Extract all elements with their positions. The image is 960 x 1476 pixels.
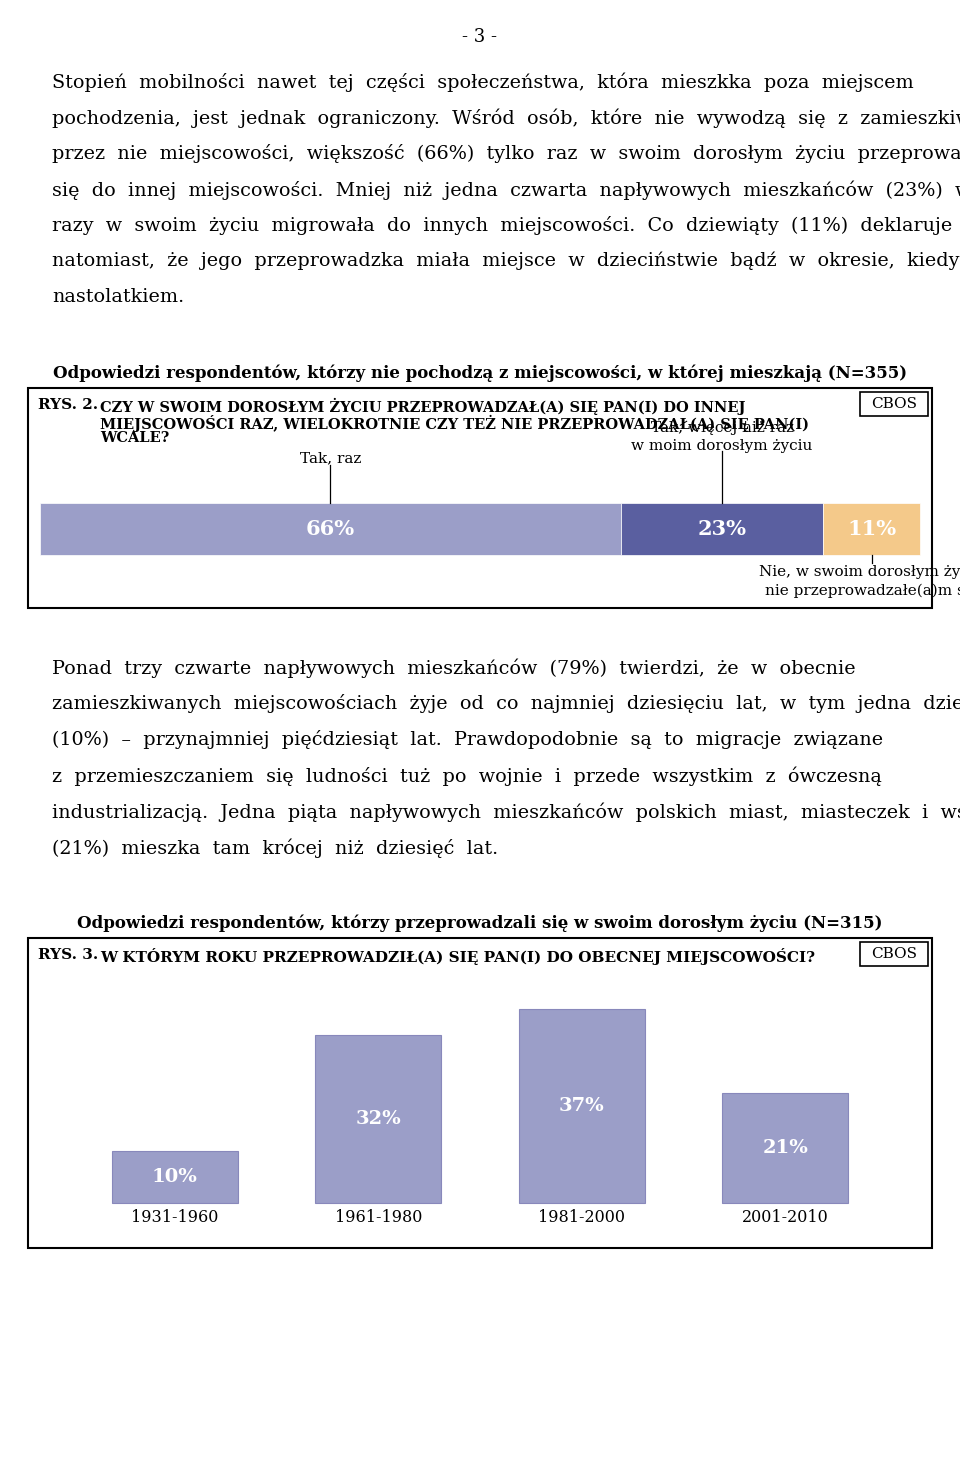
Text: pochodzenia,  jest  jednak  ograniczony.  Wśród  osób,  które  nie  wywodzą  się: pochodzenia, jest jednak ograniczony. Wś… — [52, 108, 960, 127]
Bar — [824, 503, 920, 555]
Text: Odpowiedzi respondentów, którzy nie pochodzą z miejscowości, w której mieszkają : Odpowiedzi respondentów, którzy nie poch… — [53, 365, 907, 381]
Text: 21%: 21% — [762, 1139, 808, 1157]
Text: Tak, raz: Tak, raz — [300, 452, 361, 465]
Bar — [111, 1150, 238, 1203]
Text: industrializacją.  Jedna  piąta  napływowych  mieszkańców  polskich  miast,  mia: industrializacją. Jedna piąta napływowyc… — [52, 801, 960, 822]
Text: RYS. 2.: RYS. 2. — [38, 399, 98, 412]
Text: nastolatkiem.: nastolatkiem. — [52, 288, 184, 306]
Text: WCALE?: WCALE? — [100, 431, 169, 444]
Text: W KTÓRYM ROKU PRZEPROWADZIŁ(A) SIĘ PAN(I) DO OBECNEJ MIEJSCOWOŚCI?: W KTÓRYM ROKU PRZEPROWADZIŁ(A) SIĘ PAN(I… — [100, 948, 815, 965]
Bar — [40, 503, 621, 555]
Text: 1931-1960: 1931-1960 — [132, 1209, 219, 1227]
Text: natomiast,  że  jego  przeprowadzka  miała  miejsce  w  dzieciństwie  bądź  w  o: natomiast, że jego przeprowadzka miała m… — [52, 252, 960, 270]
Bar — [518, 1008, 645, 1203]
Text: MIEJSCOWOŚCI RAZ, WIELOKROTNIE CZY TEŻ NIE PRZEPROWADZAŁ(A) SIĘ PAN(I): MIEJSCOWOŚCI RAZ, WIELOKROTNIE CZY TEŻ N… — [100, 415, 809, 431]
Bar — [860, 393, 928, 416]
Text: 11%: 11% — [847, 520, 897, 539]
Text: Ponad  trzy  czwarte  napływowych  mieszkańców  (79%)  twierdzi,  że  w  obecnie: Ponad trzy czwarte napływowych mieszkańc… — [52, 658, 855, 677]
Text: się  do  innej  miejscowości.  Mniej  niż  jedna  czwarta  napływowych  mieszkań: się do innej miejscowości. Mniej niż jed… — [52, 180, 960, 199]
Text: 1981-2000: 1981-2000 — [539, 1209, 625, 1227]
Text: Tak, więcej niż raz
w moim dorosłym życiu: Tak, więcej niż raz w moim dorosłym życi… — [632, 421, 813, 453]
Text: - 3 -: - 3 - — [463, 28, 497, 46]
Text: 23%: 23% — [698, 520, 747, 539]
Text: Nie, w swoim dorosłym życiu
nie przeprowadzałe(a)m się: Nie, w swoim dorosłym życiu nie przeprow… — [759, 565, 960, 598]
Text: Odpowiedzi respondentów, którzy przeprowadzali się w swoim dorosłym życiu (N=315: Odpowiedzi respondentów, którzy przeprow… — [77, 914, 883, 931]
Text: CZY W SWOIM DOROSŁYM ŻYCIU PRZEPROWADZAŁ(A) SIĘ PAN(I) DO INNEJ: CZY W SWOIM DOROSŁYM ŻYCIU PRZEPROWADZAŁ… — [100, 399, 746, 415]
Text: (21%)  mieszka  tam  krócej  niż  dziesięć  lat.: (21%) mieszka tam krócej niż dziesięć la… — [52, 838, 498, 858]
Text: (10%)  –  przynajmniej  pięćdziesiąt  lat.  Prawdopodobnie  są  to  migracje  zw: (10%) – przynajmniej pięćdziesiąt lat. P… — [52, 731, 883, 748]
Text: przez  nie  miejscowości,  większość  (66%)  tylko  raz  w  swoim  dorosłym  życ: przez nie miejscowości, większość (66%) … — [52, 145, 960, 162]
Text: 32%: 32% — [355, 1110, 401, 1128]
Text: zamieszkiwanych  miejscowościach  żyje  od  co  najmniej  dziesięciu  lat,  w  t: zamieszkiwanych miejscowościach żyje od … — [52, 694, 960, 713]
Text: CBOS: CBOS — [871, 948, 917, 961]
Text: 2001-2010: 2001-2010 — [742, 1209, 828, 1227]
Text: 66%: 66% — [306, 520, 355, 539]
Text: 10%: 10% — [152, 1168, 198, 1185]
Bar — [621, 503, 824, 555]
Bar — [722, 1092, 849, 1203]
Text: RYS. 3.: RYS. 3. — [38, 948, 98, 962]
Bar — [860, 942, 928, 965]
Text: 1961-1980: 1961-1980 — [335, 1209, 422, 1227]
Text: z  przemieszczaniem  się  ludności  tuż  po  wojnie  i  przede  wszystkim  z  ów: z przemieszczaniem się ludności tuż po w… — [52, 766, 882, 785]
Text: CBOS: CBOS — [871, 397, 917, 410]
Text: 37%: 37% — [559, 1097, 605, 1114]
Text: Stopień  mobilności  nawet  tej  części  społeczeństwa,  która  mieszkka  poza  : Stopień mobilności nawet tej części społ… — [52, 72, 914, 92]
Text: razy  w  swoim  życiu  migrowała  do  innych  miejscowości.  Co  dziewiąty  (11%: razy w swoim życiu migrowała do innych m… — [52, 215, 952, 235]
Bar — [315, 1035, 442, 1203]
Bar — [28, 939, 932, 1249]
Bar — [28, 388, 932, 608]
